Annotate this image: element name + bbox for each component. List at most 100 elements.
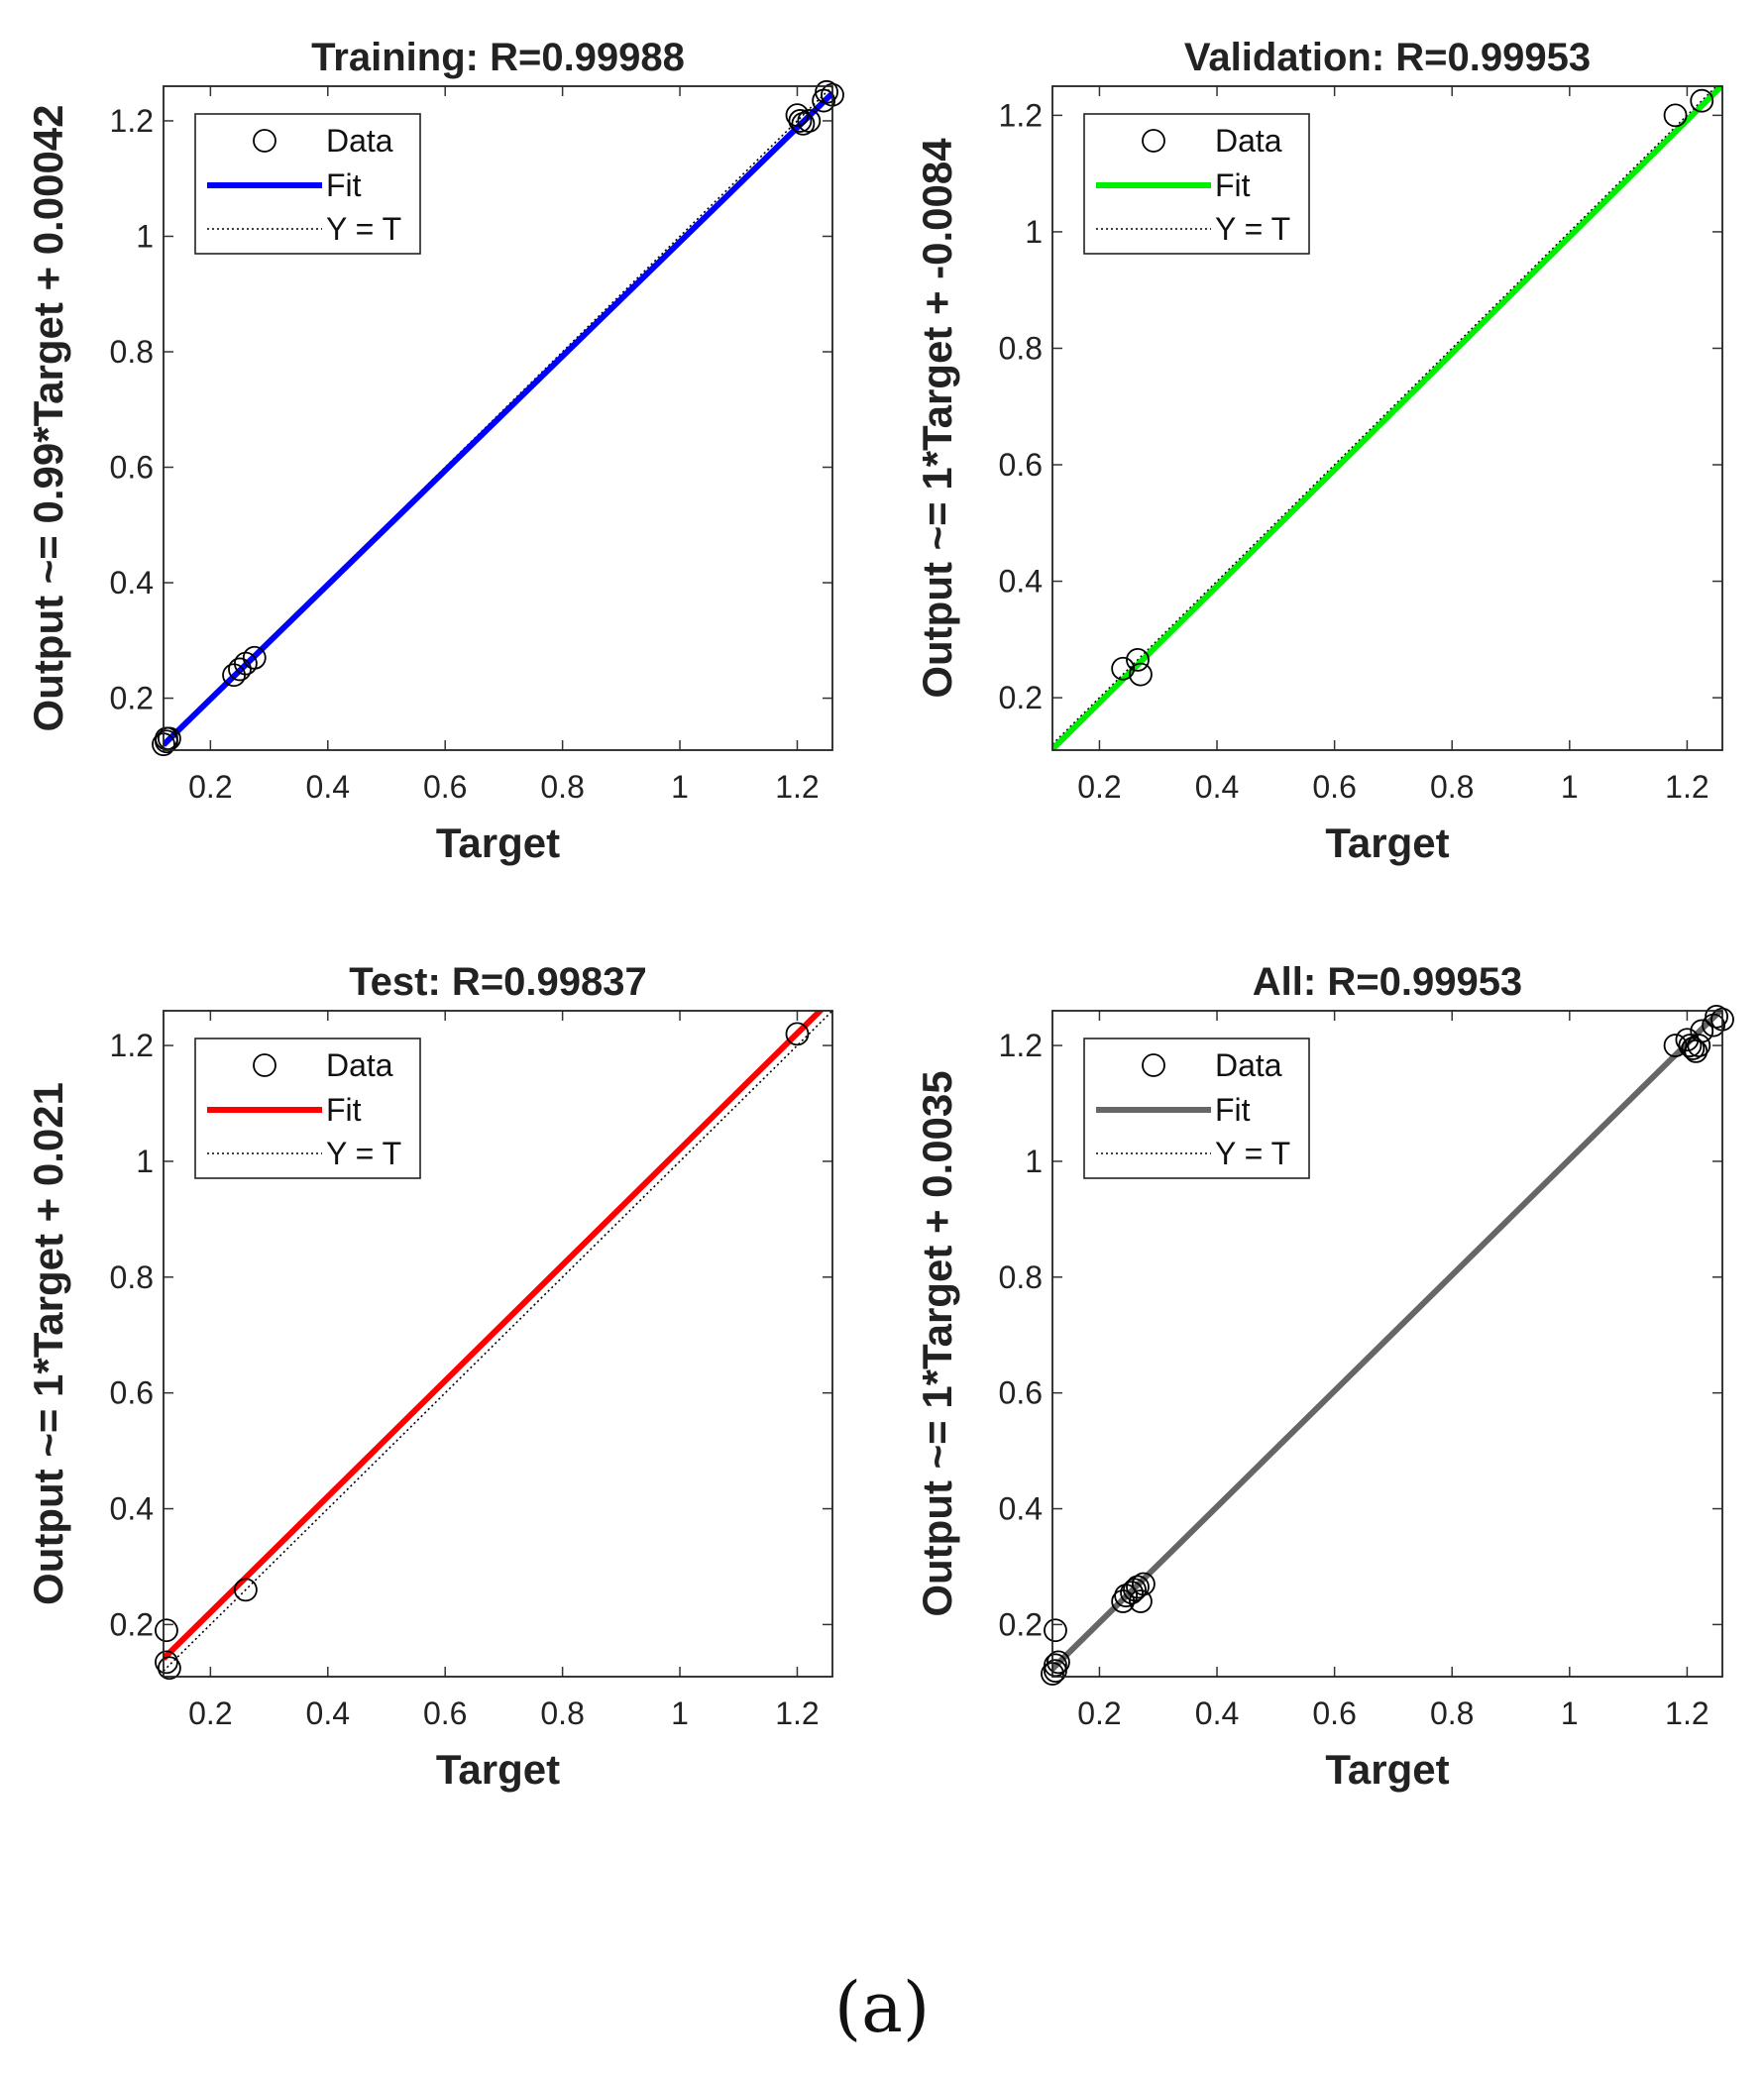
plot-area: [1052, 1011, 1722, 1672]
x-tick-label: 1: [1561, 769, 1579, 805]
x-tick-label: 0.6: [1312, 769, 1356, 805]
x-tick-label: 0.8: [1430, 1695, 1474, 1731]
y-tick-label: 0.4: [110, 565, 154, 601]
x-tick-label: 1.2: [1665, 769, 1709, 805]
data-point: [155, 1650, 178, 1675]
chart-title: Validation: R=0.99953: [1184, 36, 1591, 79]
legend-label: Fit: [1215, 1092, 1251, 1128]
legend-label: Y = T: [1215, 211, 1290, 247]
identity-line: [164, 1011, 832, 1672]
data-point: [233, 1578, 258, 1602]
data-point: [785, 103, 810, 128]
y-tick-label: 0.6: [999, 447, 1043, 483]
y-tick-label: 0.6: [999, 1375, 1043, 1411]
x-tick-label: 0.4: [306, 769, 350, 805]
y-tick-label: 1.2: [110, 1028, 154, 1063]
x-axis-label: Target: [1325, 1746, 1449, 1793]
fit-line: [164, 90, 832, 747]
x-tick-label: 0.2: [1077, 769, 1121, 805]
data-point: [1129, 662, 1153, 687]
y-axis-label: Output ~= 1*Target + -0.0084: [914, 138, 960, 699]
x-tick-label: 0.6: [1312, 1695, 1356, 1731]
x-tick-label: 0.4: [1195, 769, 1239, 805]
plot-frame: [163, 85, 833, 751]
y-tick-label: 0.2: [110, 681, 154, 716]
y-axis-label: Output ~= 1*Target + 0.0035: [914, 1070, 960, 1616]
x-tick-label: 0.8: [540, 769, 584, 805]
x-tick-label: 0.6: [423, 769, 467, 805]
data-point: [1126, 1575, 1150, 1599]
y-tick-label: 1: [136, 218, 154, 254]
y-tick-label: 1: [1025, 214, 1043, 250]
fit-line: [164, 1011, 825, 1662]
plot-area: [164, 86, 832, 747]
y-tick-label: 0.8: [110, 334, 154, 370]
data-point: [158, 1656, 181, 1681]
x-tick-label: 1: [1561, 1695, 1579, 1731]
chart-panel-4: All: R=0.99953 0.2 0.4 0.6 0.8 1 1.2 0.2 0.4 0.6 0…: [914, 960, 1734, 1793]
data-point: [1044, 1618, 1067, 1643]
data-point: [1126, 648, 1150, 672]
data-point: [797, 109, 822, 133]
plot-area: [1052, 86, 1722, 750]
legend-data-marker: [1142, 129, 1165, 153]
x-tick-label: 1: [671, 1695, 689, 1731]
data-point: [1705, 1004, 1728, 1029]
data-point: [1129, 1589, 1153, 1613]
y-tick-label: 0.4: [110, 1491, 154, 1527]
legend: Data Fit Y = T: [194, 113, 421, 255]
y-axis-label: Output ~= 0.99*Target + 0.00042: [25, 104, 71, 731]
data-point: [1687, 1034, 1711, 1057]
identity-line: [1052, 86, 1718, 745]
legend: Data Fit Y = T: [194, 1038, 421, 1179]
x-axis-label: Target: [436, 820, 560, 866]
y-tick-label: 0.2: [999, 680, 1043, 715]
legend-label: Fit: [326, 167, 362, 203]
chart-panel-1: Training: R=0.99988 0.2 0.4 0.6 0.8 1 1.2 0.2 0.…: [25, 36, 844, 866]
chart-title: Training: R=0.99988: [311, 36, 685, 79]
y-tick-label: 1: [1025, 1144, 1043, 1179]
data-point: [1120, 1581, 1144, 1605]
y-tick-label: 0.2: [999, 1606, 1043, 1642]
y-tick-label: 0.6: [110, 1375, 154, 1411]
legend: Data Fit Y = T: [1083, 113, 1310, 255]
legend-label: Fit: [1215, 167, 1251, 203]
data-point: [785, 1022, 810, 1046]
data-point: [228, 657, 252, 682]
chart-title: Test: R=0.99837: [349, 960, 647, 1004]
data-point: [1690, 1019, 1714, 1043]
data-point: [1047, 1650, 1070, 1675]
data-point: [155, 1618, 178, 1643]
chart-title: All: R=0.99953: [1253, 960, 1522, 1004]
data-point: [1132, 1572, 1156, 1596]
y-tick-label: 0.4: [999, 1491, 1043, 1527]
x-axis-label: Target: [436, 1746, 560, 1793]
x-tick-label: 0.2: [188, 1695, 232, 1731]
chart-panel-2: Validation: R=0.99953 0.2 0.4 0.6 0.8 1 1.2 0.2…: [914, 36, 1723, 866]
x-tick-label: 1.2: [1665, 1695, 1709, 1731]
data-point: [1111, 656, 1136, 681]
legend: Data Fit Y = T: [1083, 1038, 1310, 1179]
plot-frame: [1051, 85, 1723, 751]
y-tick-label: 0.2: [110, 1606, 154, 1642]
y-tick-label: 0.8: [999, 330, 1043, 366]
legend-data-marker: [253, 129, 276, 153]
data-point: [1663, 103, 1688, 128]
y-tick-label: 1.2: [999, 1028, 1043, 1063]
plot-area: [164, 1011, 832, 1672]
y-tick-label: 1.2: [110, 103, 154, 139]
y-axis-label: Output ~= 1*Target + 0.021: [25, 1082, 71, 1605]
legend-label: Data: [1215, 1047, 1282, 1083]
y-tick-label: 0.6: [110, 450, 154, 486]
chart-panel-3: Test: R=0.99837 0.2 0.4 0.6 0.8 1 1.2 0.2 0.4 0.6…: [25, 960, 833, 1793]
y-tick-label: 0.8: [110, 1259, 154, 1295]
legend-label: Y = T: [326, 211, 401, 247]
x-tick-label: 0.4: [306, 1695, 350, 1731]
x-tick-label: 0.2: [188, 769, 232, 805]
data-point: [788, 109, 813, 133]
x-tick-label: 0.6: [423, 1695, 467, 1731]
data-point: [791, 111, 816, 136]
x-tick-label: 0.2: [1077, 1695, 1121, 1731]
data-point: [242, 645, 267, 670]
